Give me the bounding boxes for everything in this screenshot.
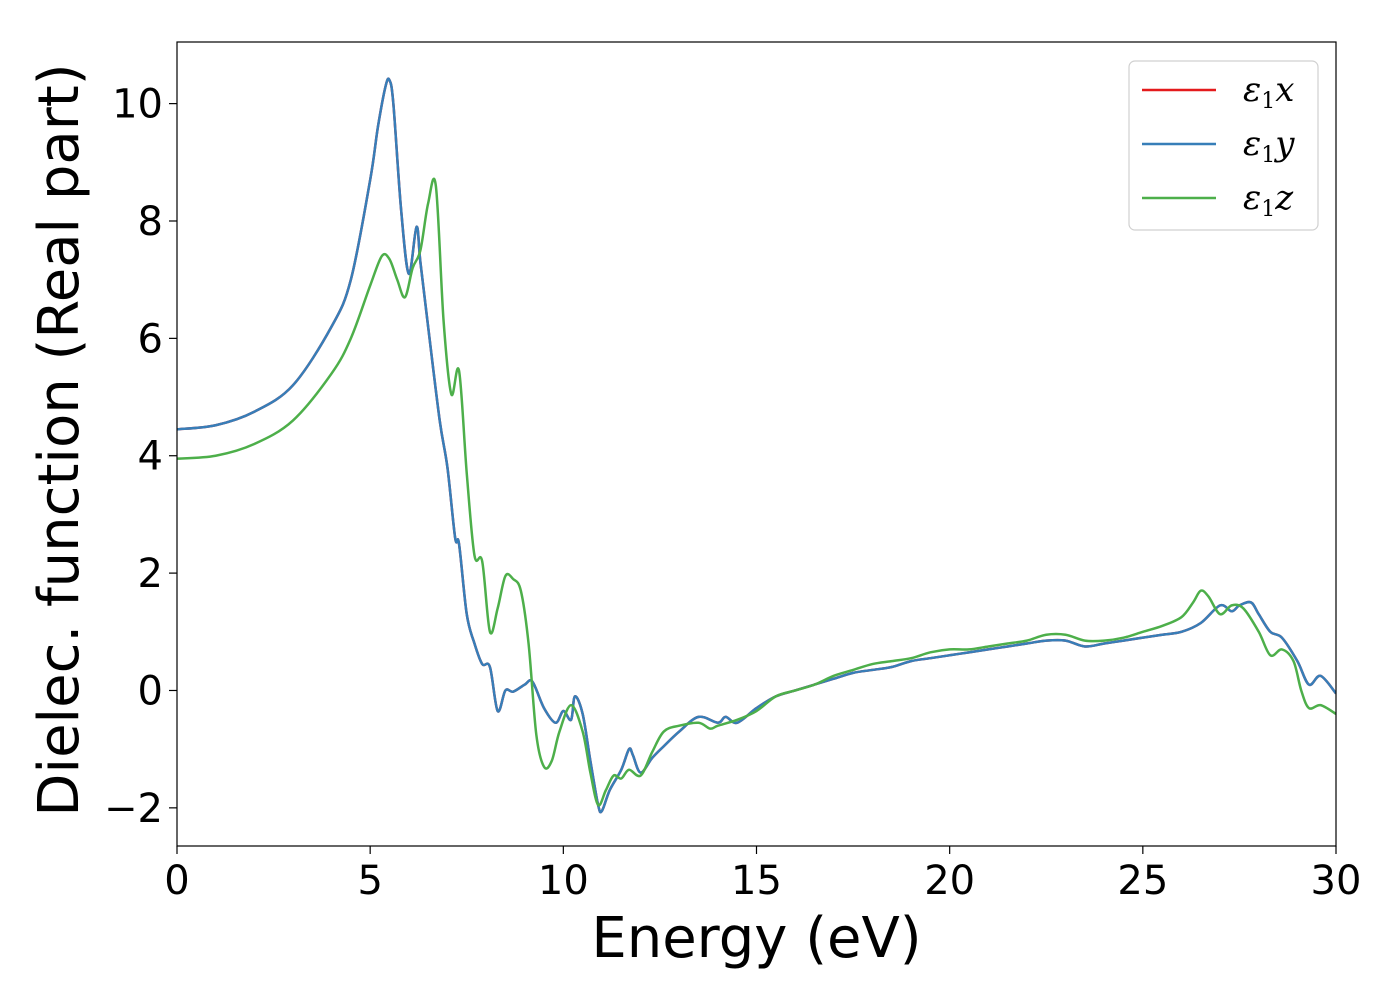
x-axis: 0 5 10 15 20 25 30 xyxy=(164,846,1361,904)
y-tick-label: −2 xyxy=(104,786,163,832)
legend-box xyxy=(1128,60,1319,231)
legend-label: ε1y xyxy=(1243,124,1295,168)
x-tick-label: 15 xyxy=(731,858,782,904)
series-line-e1z xyxy=(177,177,1336,807)
series-line-e1y xyxy=(177,77,1336,814)
y-tick-label: 0 xyxy=(138,668,163,714)
legend-label: ε1z xyxy=(1243,178,1294,222)
legend-label: ε1x xyxy=(1243,70,1294,114)
y-tick-label: 2 xyxy=(138,551,163,597)
y-tick-label: 8 xyxy=(138,199,163,245)
y-axis-label: Dielec. function (Real part) xyxy=(27,63,92,816)
x-tick-label: 20 xyxy=(924,858,975,904)
x-tick-label: 25 xyxy=(1117,858,1168,904)
x-tick-label: 10 xyxy=(538,858,589,904)
y-tick-label: 4 xyxy=(138,434,163,480)
x-tick-label: 30 xyxy=(1311,858,1362,904)
x-tick-label: 5 xyxy=(357,858,382,904)
legend: ε1x ε1y ε1z xyxy=(1128,60,1319,231)
y-tick-label: 10 xyxy=(112,82,163,128)
x-tick-label: 0 xyxy=(164,858,189,904)
y-tick-label: 6 xyxy=(138,316,163,362)
x-axis-label: Energy (eV) xyxy=(591,906,921,971)
y-axis: −2 0 2 4 6 8 10 xyxy=(104,82,177,832)
